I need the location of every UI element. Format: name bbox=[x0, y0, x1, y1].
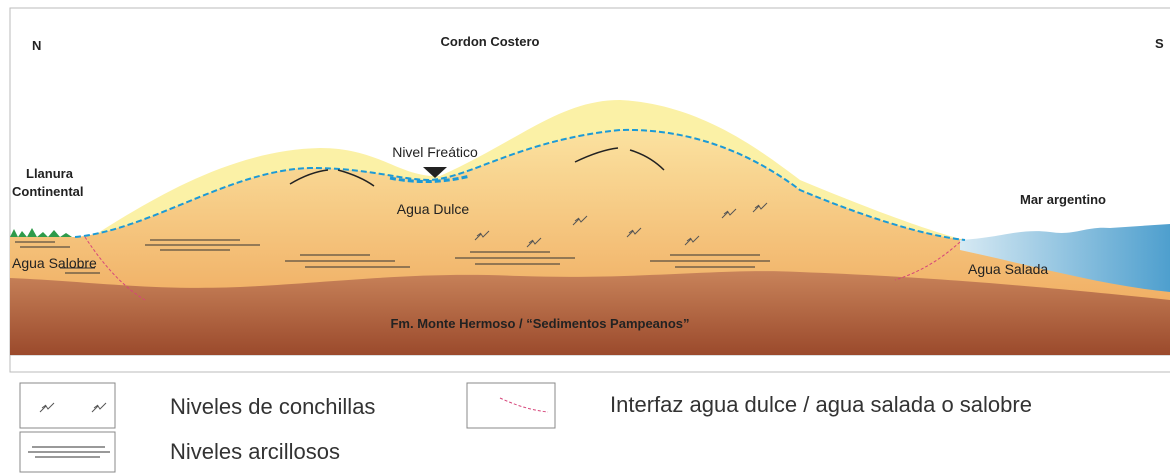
plain-label: Llanura bbox=[26, 166, 74, 181]
salt-water-label: Agua Salada bbox=[968, 261, 1048, 277]
title: Cordon Costero bbox=[441, 34, 540, 49]
brackish-label: Agua Salobre bbox=[12, 255, 97, 271]
legend-box bbox=[467, 383, 555, 428]
water-table-label: Nivel Freático bbox=[392, 144, 478, 160]
cross-section: N Cordon Costero S Llanura Continental N… bbox=[0, 0, 1170, 476]
legend-label: Niveles arcillosos bbox=[170, 439, 340, 464]
formation-label: Fm. Monte Hermoso / “Sedimentos Pampeano… bbox=[390, 316, 689, 331]
south-label: S bbox=[1155, 36, 1164, 51]
north-label: N bbox=[32, 38, 41, 53]
legend-box bbox=[20, 383, 115, 428]
legend-label: Interfaz agua dulce / agua salada o salo… bbox=[610, 392, 1032, 417]
sea-label: Mar argentino bbox=[1020, 192, 1106, 207]
legend-label: Niveles de conchillas bbox=[170, 394, 375, 419]
plain-label: Continental bbox=[12, 184, 84, 199]
fresh-water-label: Agua Dulce bbox=[397, 201, 470, 217]
